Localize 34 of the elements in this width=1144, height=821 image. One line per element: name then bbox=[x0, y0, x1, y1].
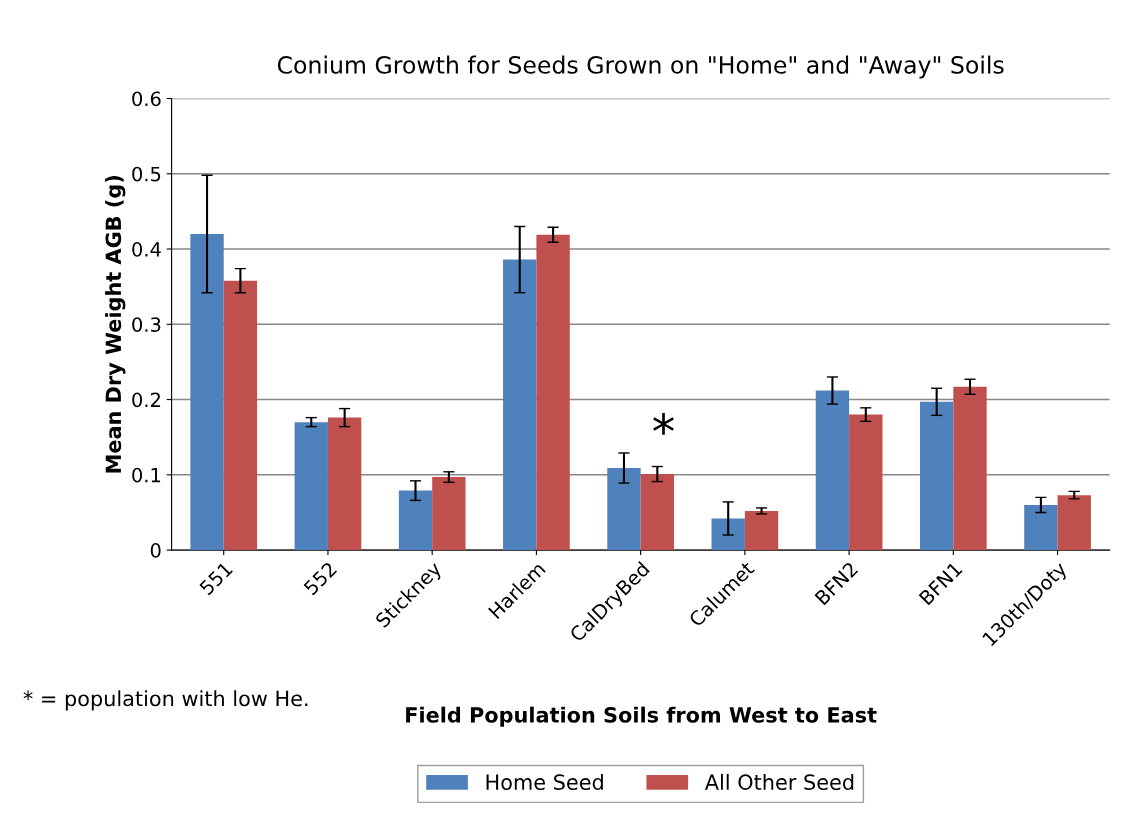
x-tick-label: 551 bbox=[198, 561, 234, 596]
bar bbox=[919, 401, 954, 551]
bar bbox=[953, 386, 987, 551]
annotation: * bbox=[653, 413, 674, 435]
y-tick-label: 0.6 bbox=[132, 91, 161, 107]
bar bbox=[1024, 504, 1058, 551]
legend-label: All Other Seed bbox=[704, 773, 854, 790]
y-tick-label: 0.2 bbox=[132, 392, 160, 408]
bar bbox=[744, 510, 779, 551]
bar bbox=[190, 233, 224, 551]
legend-label: Home Seed bbox=[486, 773, 603, 790]
bar bbox=[536, 234, 570, 551]
y-axis-title: Mean Dry Weight AGB (g) bbox=[105, 176, 126, 473]
bar bbox=[1057, 495, 1091, 551]
bar bbox=[294, 422, 328, 551]
bar bbox=[398, 490, 433, 551]
bar bbox=[640, 474, 674, 551]
bar bbox=[607, 468, 641, 551]
y-tick-label: 0.4 bbox=[132, 241, 161, 257]
bar bbox=[223, 280, 258, 551]
y-tick-label: 0.5 bbox=[132, 166, 161, 182]
y-tick-label: 0.1 bbox=[132, 467, 161, 483]
bar bbox=[849, 414, 883, 551]
y-tick-label: 0.3 bbox=[132, 317, 161, 332]
bar bbox=[711, 518, 745, 551]
bar bbox=[432, 477, 466, 551]
bar bbox=[815, 390, 850, 551]
x-axis-title: Field Population Soils from West to East bbox=[406, 706, 877, 727]
y-tick-label: 0 bbox=[150, 543, 161, 558]
x-tick-label: 552 bbox=[303, 561, 338, 596]
bar bbox=[503, 259, 537, 551]
bar bbox=[327, 417, 362, 551]
chart-title: Conium Growth for Seeds Grown on "Home" and "Away" Soils bbox=[277, 55, 1004, 79]
text: * = population with low He. bbox=[23, 690, 308, 711]
